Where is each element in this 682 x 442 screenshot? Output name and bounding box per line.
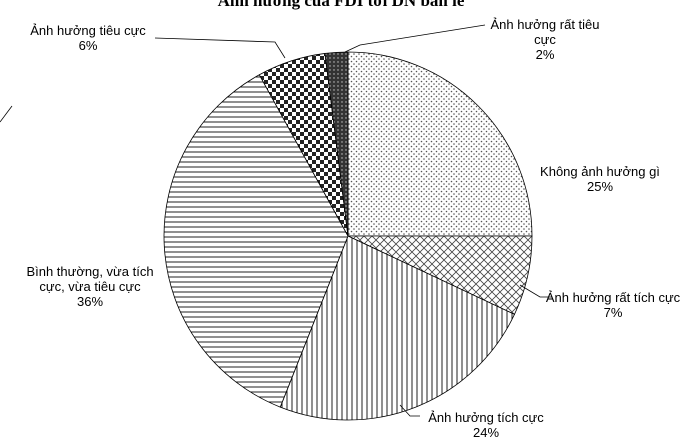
leader-line xyxy=(344,24,486,53)
slice-name: Không ảnh hưởng gì xyxy=(540,164,660,179)
slice-name: Ảnh hưởng tiêu cực xyxy=(30,23,146,38)
slice-name: Ảnh hưởng tích cực xyxy=(428,410,544,425)
slice-name: Bình thường, vừa tích cực, vừa tiêu cực xyxy=(26,264,154,294)
data-label: Ảnh hưởng rất tích cực 7% xyxy=(543,290,682,320)
slice xyxy=(324,51,349,237)
slice-value: 6% xyxy=(78,38,98,53)
data-label: Bình thường, vừa tích cực, vừa tiêu cực 3… xyxy=(20,264,160,309)
data-label: Ảnh hưởng tiêu cực 6% xyxy=(8,23,168,53)
data-label: Ảnh hưởng tích cực 24% xyxy=(416,410,556,440)
data-label: Không ảnh hưởng gì 25% xyxy=(520,164,680,194)
slice-value: 24% xyxy=(472,425,500,440)
slice-value: 25% xyxy=(586,179,614,194)
leader-line xyxy=(154,37,286,59)
slices xyxy=(163,51,533,421)
chart-title: Ảnh hưởng của FDI tới DN bán lẻ xyxy=(217,0,465,10)
slice xyxy=(163,74,349,408)
leader-line xyxy=(519,284,552,298)
data-label: Ảnh hưởng rất tiêu cực 2% xyxy=(480,17,610,62)
leader-line xyxy=(399,404,420,417)
slice-value: 7% xyxy=(603,305,623,320)
slice-value: 2% xyxy=(535,47,555,62)
slice-name: Ảnh hưởng rất tích cực xyxy=(545,290,681,305)
leader-lines xyxy=(0,24,552,417)
slice xyxy=(347,51,533,237)
slice xyxy=(279,235,516,421)
slice-name: Ảnh hưởng rất tiêu cực xyxy=(490,17,600,47)
stray-line xyxy=(0,105,13,123)
slice-value: 36% xyxy=(76,294,104,309)
